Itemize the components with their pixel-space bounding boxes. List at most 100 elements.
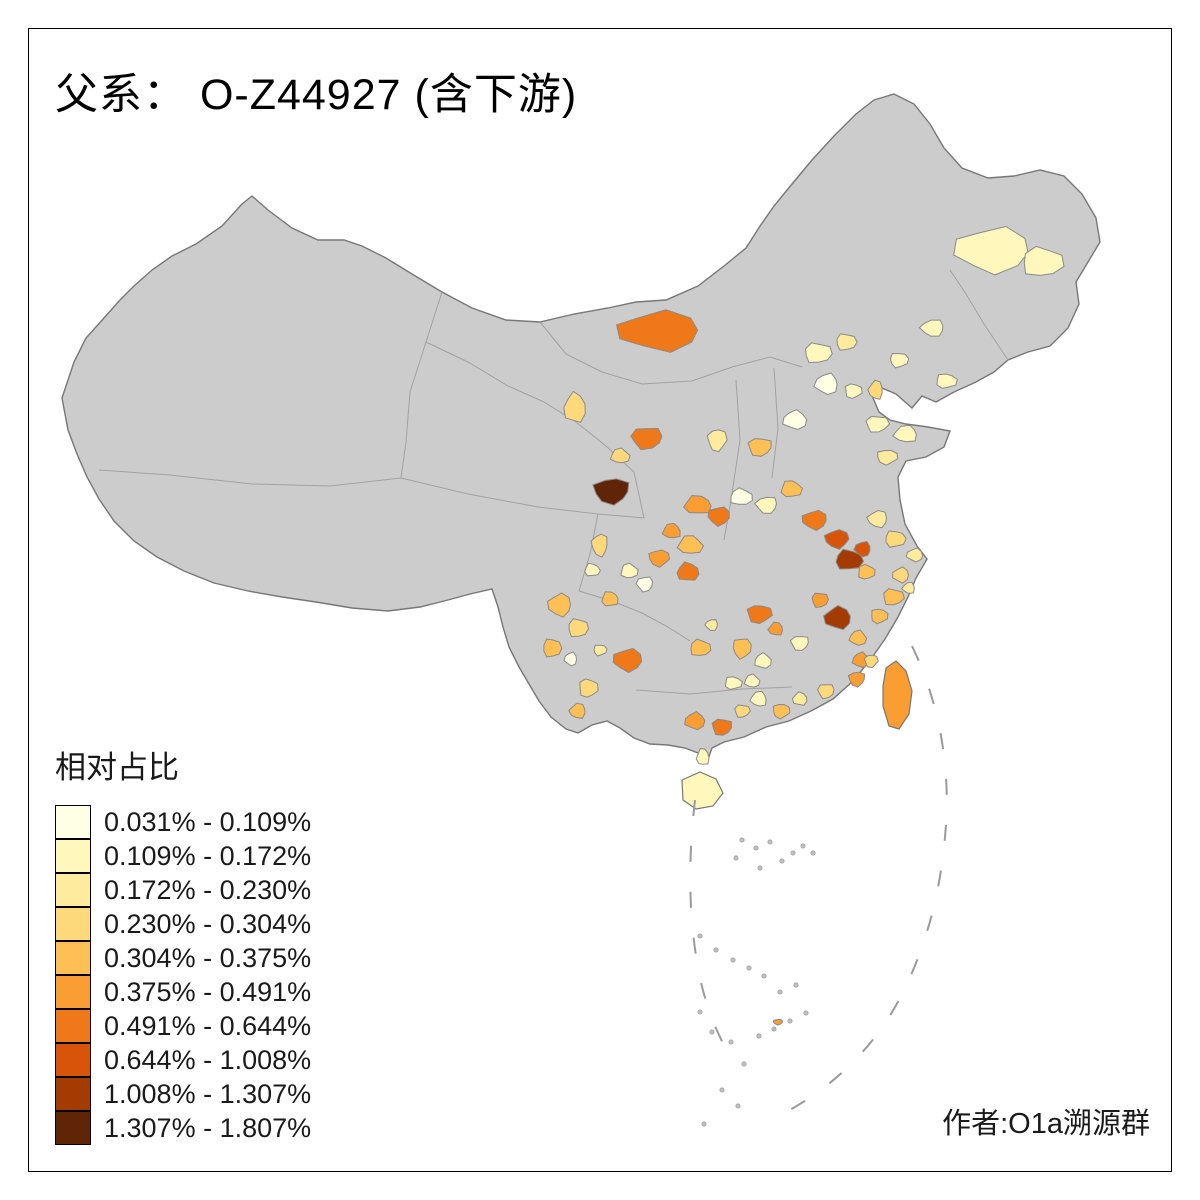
legend-swatch <box>55 907 91 941</box>
province-border-line <box>949 269 1009 361</box>
map-region <box>767 621 784 636</box>
map-region <box>546 592 572 618</box>
islet-dot <box>701 1121 707 1127</box>
map-region <box>648 549 671 568</box>
legend-bin-label: 0.644% - 1.008% <box>104 1044 312 1075</box>
islet-dot <box>739 837 745 843</box>
legend-row: 0.172% - 0.230% <box>55 873 311 907</box>
colored-prefecture-regions <box>543 225 1065 1026</box>
legend-swatch <box>55 873 91 907</box>
map-region <box>885 530 907 548</box>
islet-dot <box>779 858 785 864</box>
province-border-line <box>578 590 691 642</box>
legend-swatch <box>55 1111 91 1145</box>
map-region <box>953 225 1029 276</box>
map-region <box>876 449 898 466</box>
islet-dot <box>756 1033 762 1039</box>
map-region <box>676 535 705 554</box>
map-region <box>747 438 772 457</box>
islet-dot <box>803 1010 809 1016</box>
legend-swatch <box>55 1077 91 1111</box>
map-region <box>568 618 590 638</box>
map-region <box>1023 245 1065 276</box>
map-region <box>579 678 599 698</box>
islet-dot <box>790 850 796 856</box>
islet-dot <box>767 839 773 845</box>
islet-dot <box>735 1103 741 1109</box>
nine-dash-line-west <box>689 799 731 1057</box>
map-region <box>593 644 608 657</box>
map-region <box>695 748 710 765</box>
province-border-line <box>635 686 793 695</box>
map-region <box>690 638 712 656</box>
islet-dot <box>713 947 719 953</box>
map-region <box>612 647 643 674</box>
legend-swatch <box>55 975 91 1009</box>
map-region <box>865 415 891 433</box>
map-region <box>609 447 631 464</box>
islet-dot <box>800 843 806 849</box>
map-region <box>707 506 730 527</box>
map-region <box>706 429 728 453</box>
hainan-island <box>681 771 724 810</box>
map-region <box>883 588 905 606</box>
legend-row: 0.375% - 0.491% <box>55 975 311 1009</box>
map-region <box>905 547 924 563</box>
islet-dot <box>787 1018 793 1024</box>
map-region <box>635 576 654 593</box>
map-region <box>867 379 883 400</box>
islet-dot <box>746 965 752 971</box>
legend-swatch <box>55 839 91 873</box>
figure-title: 父系： O-Z44927 (含下游) <box>55 71 578 119</box>
province-border-line <box>400 291 443 479</box>
islet-dot <box>761 973 767 979</box>
legend-title: 相对占比 <box>55 750 179 785</box>
map-region <box>661 522 681 539</box>
china-mainland <box>61 93 1101 764</box>
taiwan-island <box>882 660 913 730</box>
map-region <box>704 619 718 632</box>
islet-dot <box>697 933 703 939</box>
legend-bin-label: 1.307% - 1.807% <box>104 1112 312 1143</box>
map-region <box>918 319 944 337</box>
islet-dot <box>771 1026 777 1032</box>
map-region <box>848 629 868 646</box>
map-region <box>772 703 791 720</box>
map-region <box>892 566 910 584</box>
map-region <box>732 638 752 660</box>
map-region <box>844 383 863 400</box>
map-region <box>805 342 833 364</box>
legend-row: 0.109% - 0.172% <box>55 839 311 873</box>
legend-bin-label: 0.304% - 0.375% <box>104 942 312 973</box>
map-region <box>772 1018 783 1026</box>
map-region <box>601 591 619 607</box>
map-region <box>866 509 888 529</box>
map-region <box>753 496 778 514</box>
map-region <box>592 478 630 506</box>
legend-row: 1.307% - 1.807% <box>55 1111 311 1145</box>
south-china-sea-islets <box>697 837 816 1127</box>
author-attribution: 作者:O1a溯源群 <box>942 1108 1150 1140</box>
map-region <box>858 563 876 580</box>
legend-rows: 0.031% - 0.109% 0.109% - 0.172% 0.172% - 0… <box>55 805 311 1145</box>
legend-swatch <box>55 1043 91 1077</box>
legend-bin-label: 0.375% - 0.491% <box>104 976 312 1007</box>
map-region <box>823 529 850 550</box>
islet-dot <box>730 957 736 963</box>
legend-row: 0.230% - 0.304% <box>55 907 311 941</box>
map-region <box>584 562 601 577</box>
map-region <box>853 540 871 558</box>
map-region <box>801 509 827 531</box>
map-region <box>590 533 608 558</box>
legend-row: 0.491% - 0.644% <box>55 1009 311 1043</box>
map-region <box>749 690 767 707</box>
province-border-line <box>400 477 645 519</box>
map-region <box>734 704 751 718</box>
map-region <box>743 673 761 688</box>
islet-dot <box>810 850 816 856</box>
map-region <box>892 424 917 443</box>
map-region <box>616 309 699 353</box>
islet-dot <box>793 982 799 988</box>
map-region <box>836 333 858 351</box>
